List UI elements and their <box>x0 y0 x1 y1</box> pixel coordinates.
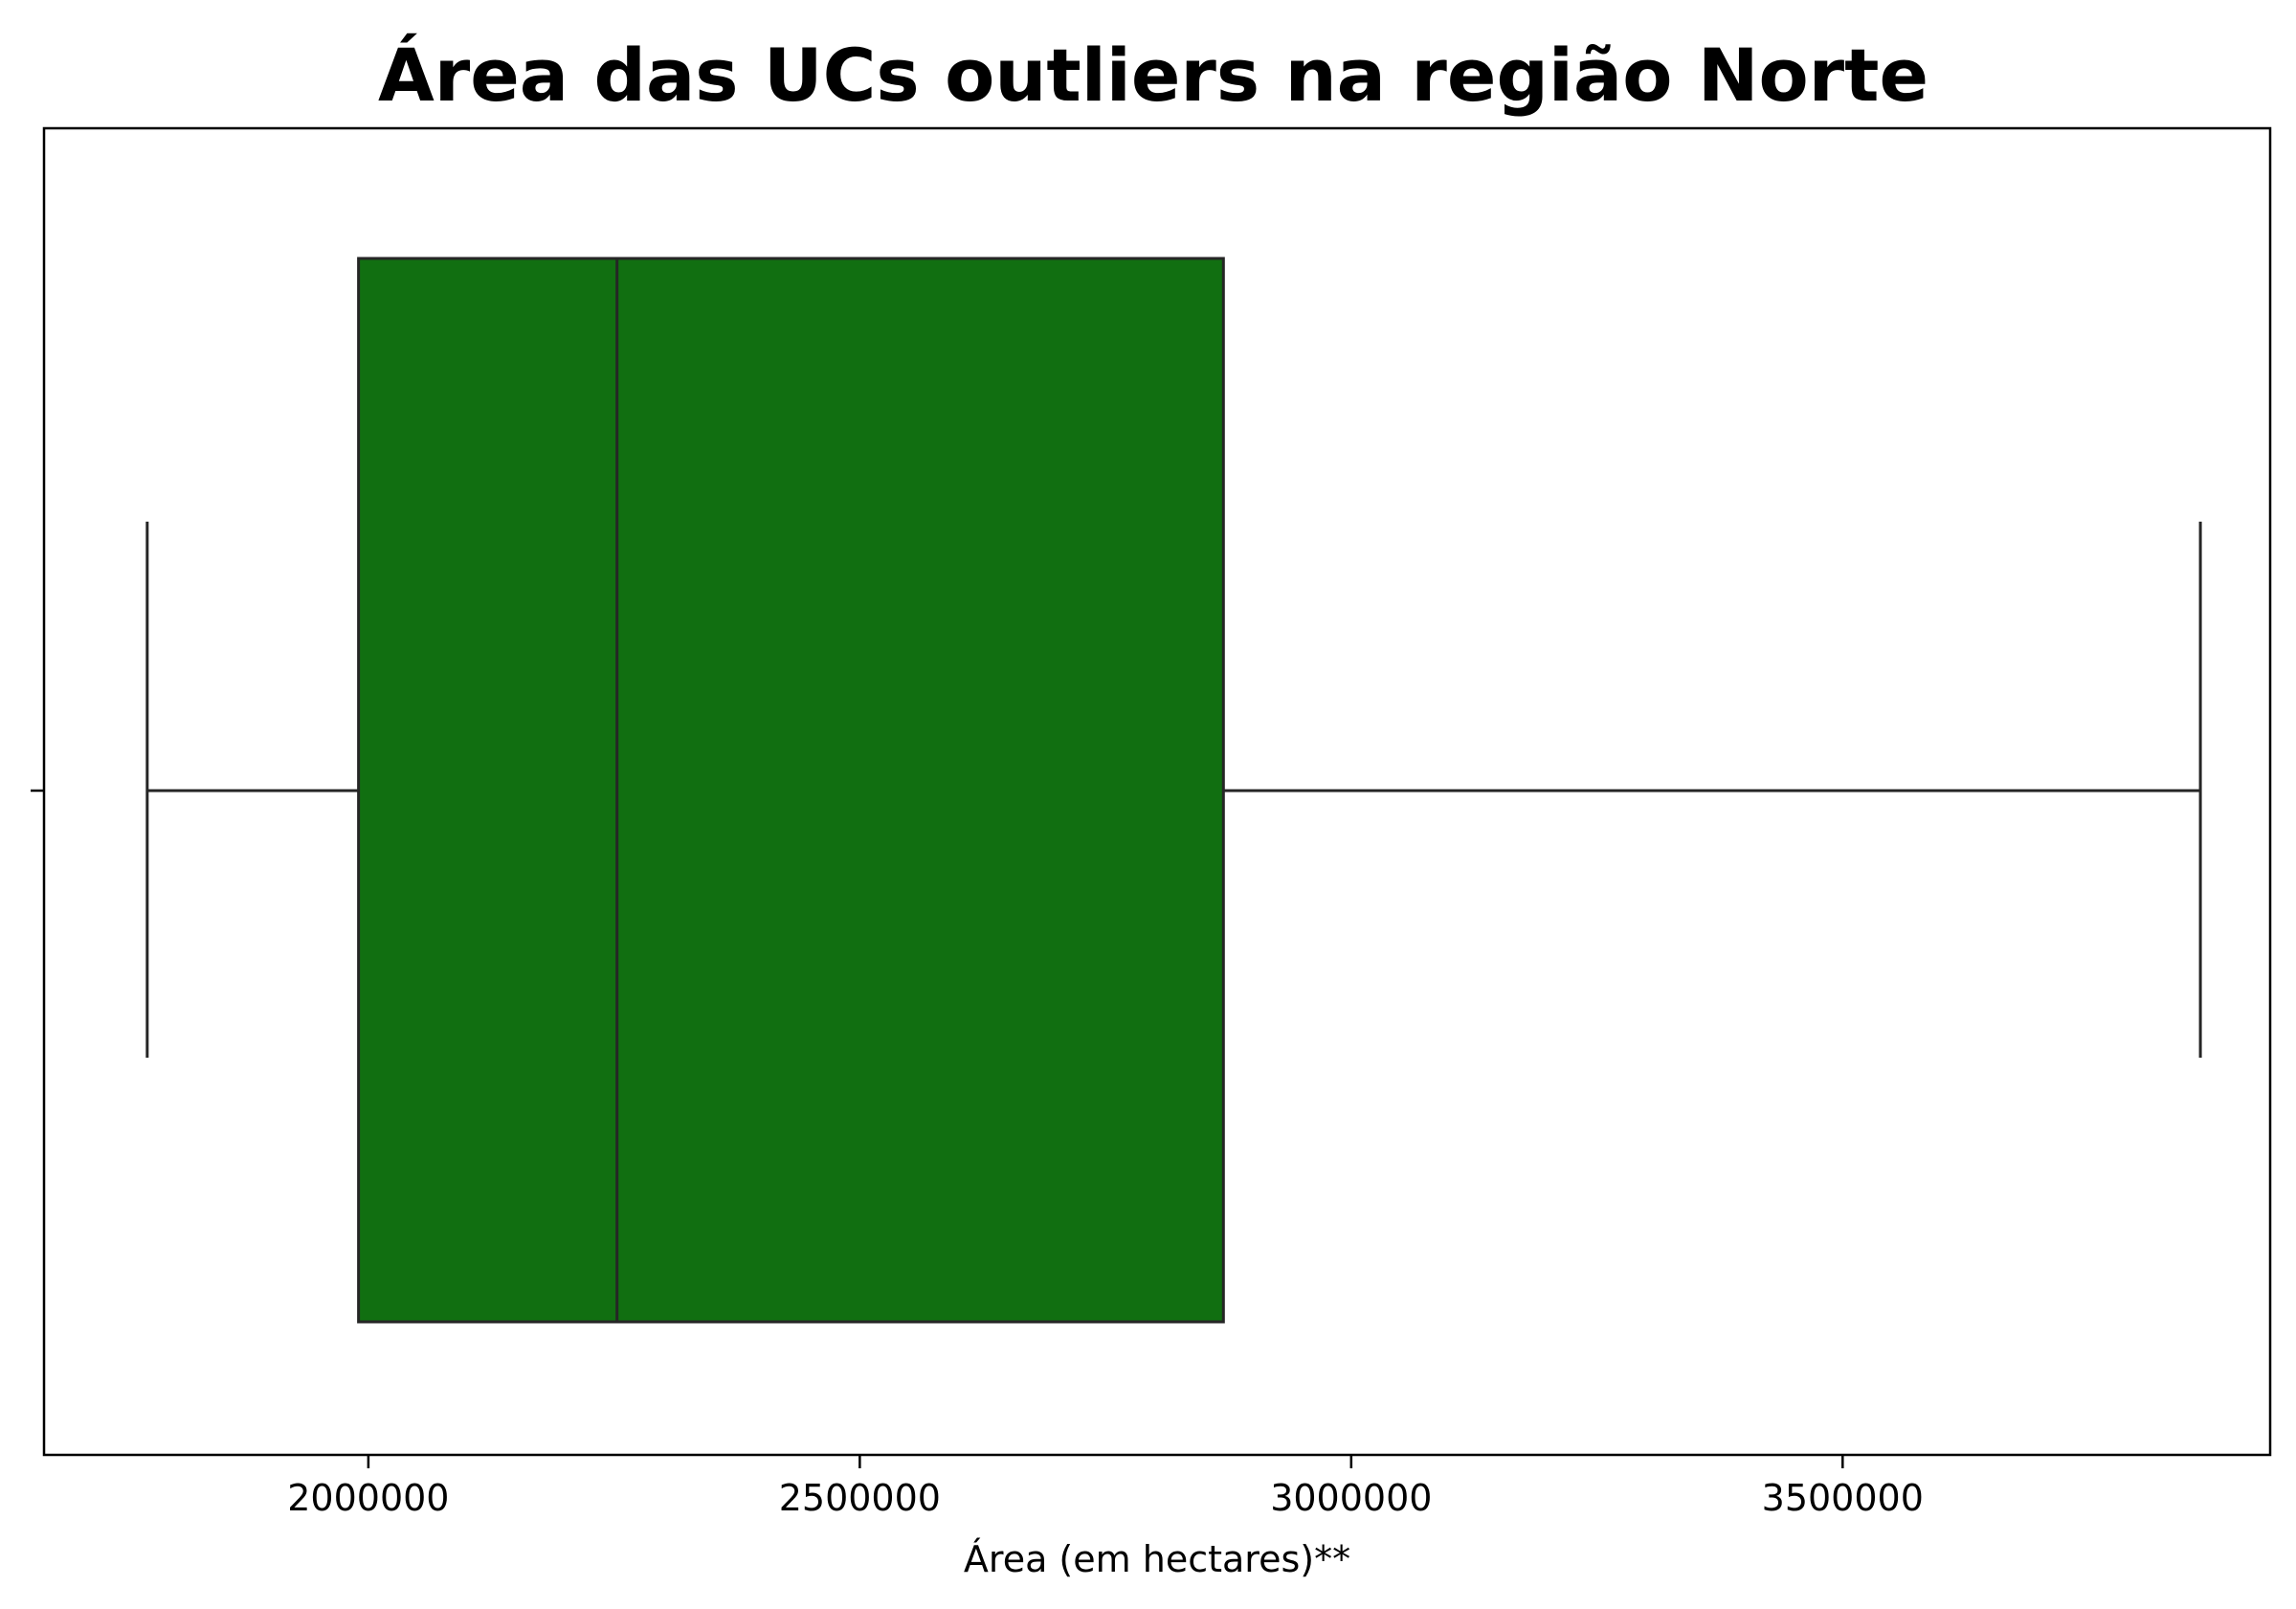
x-tick-label: 3500000 <box>1762 1477 1924 1519</box>
boxplot <box>145 257 2202 1324</box>
chart-title: Área das UCs outliers na região Norte <box>378 33 1928 118</box>
x-tick-label: 2000000 <box>287 1477 449 1519</box>
x-axis: 2000000 2500000 3000000 3500000 <box>287 1455 1924 1519</box>
x-axis-label: Área (em hectares)** <box>964 1538 1350 1580</box>
iqr-box <box>357 257 1225 1324</box>
x-tick-label: 3000000 <box>1270 1477 1432 1519</box>
x-tick-label: 2500000 <box>779 1477 941 1519</box>
